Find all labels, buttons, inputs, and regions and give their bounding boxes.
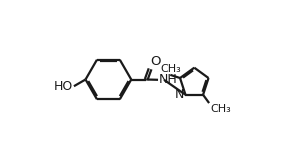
Text: CH₃: CH₃ xyxy=(210,104,231,114)
Text: HO: HO xyxy=(54,80,73,93)
Text: CH₃: CH₃ xyxy=(160,64,181,74)
Text: O: O xyxy=(151,55,161,68)
Text: N: N xyxy=(175,88,184,101)
Text: NH: NH xyxy=(158,73,177,86)
